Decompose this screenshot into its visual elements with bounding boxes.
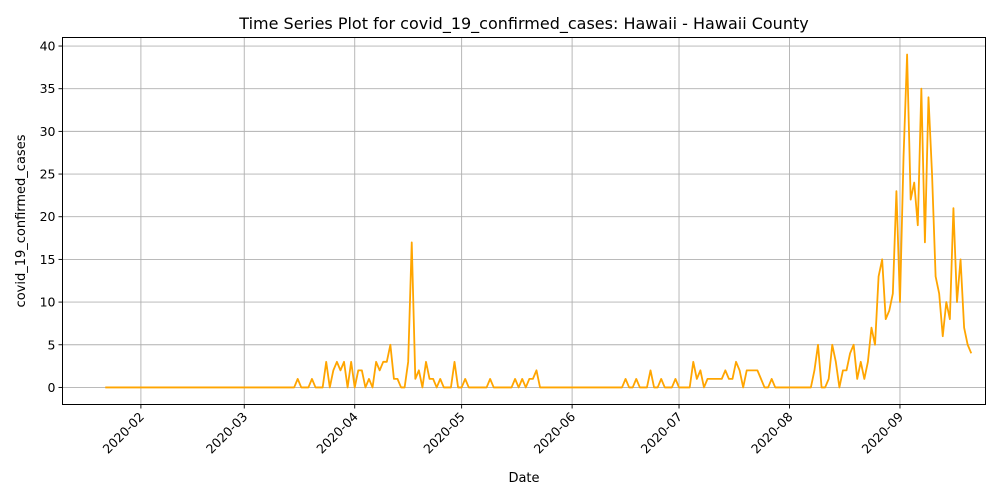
y-axis-label: covid_19_confirmed_cases xyxy=(14,134,29,307)
x-tick-label: 2020-04 xyxy=(313,409,361,457)
y-tick-label: 15 xyxy=(40,252,56,267)
y-tick-label: 30 xyxy=(40,124,56,139)
x-tick-label: 2020-09 xyxy=(859,409,907,457)
y-tick-label: 20 xyxy=(40,209,56,224)
x-tick-label: 2020-05 xyxy=(420,409,468,457)
y-tick-label: 40 xyxy=(40,39,56,54)
x-tick-label: 2020-02 xyxy=(99,409,147,457)
y-tick-label: 35 xyxy=(40,81,56,96)
y-axis: 0 5 10 15 20 25 30 35 40 xyxy=(40,39,63,395)
y-tick-label: 5 xyxy=(48,337,56,352)
chart-title: Time Series Plot for covid_19_confirmed_… xyxy=(238,14,808,34)
y-tick-label: 25 xyxy=(40,167,56,182)
y-tick-label: 10 xyxy=(40,295,56,310)
series-layer xyxy=(105,53,973,389)
series-line-confirmed-cases xyxy=(105,53,973,389)
x-axis: 2020-02 2020-03 2020-04 2020-05 2020-06 2020-… xyxy=(99,404,907,457)
x-tick-label: 2020-07 xyxy=(638,409,686,457)
plot-frame xyxy=(62,37,986,405)
grid-layer xyxy=(62,37,986,405)
x-tick-label: 2020-03 xyxy=(203,409,251,457)
y-tick-label: 0 xyxy=(48,380,56,395)
x-tick-label: 2020-06 xyxy=(531,409,579,457)
x-tick-label: 2020-08 xyxy=(748,409,796,457)
x-axis-label: Date xyxy=(508,471,539,486)
